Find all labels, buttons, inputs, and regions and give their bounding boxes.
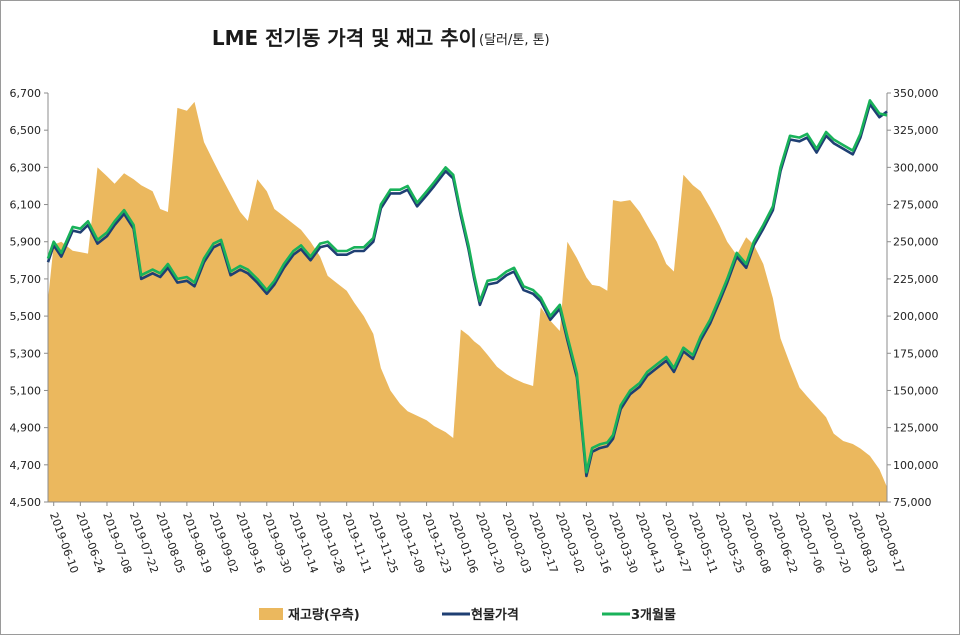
inventory-area xyxy=(48,101,887,503)
left-tick-label: 6,700 xyxy=(10,87,42,100)
left-tick-label: 6,500 xyxy=(10,124,42,137)
left-tick-label: 6,300 xyxy=(10,161,42,174)
right-tick-label: 325,000 xyxy=(893,124,939,137)
right-tick-label: 75,000 xyxy=(893,496,932,509)
left-tick-label: 5,500 xyxy=(10,310,42,323)
right-tick-label: 225,000 xyxy=(893,273,939,286)
legend-label: 3개월물 xyxy=(631,607,676,623)
legend-label: 재고량(우측) xyxy=(288,607,360,623)
chart-title: LME 전기동 가격 및 재고 추이 xyxy=(212,26,477,50)
legend-swatch-inventory xyxy=(259,608,283,620)
right-tick-label: 125,000 xyxy=(893,422,939,435)
right-tick-label: 275,000 xyxy=(893,199,939,212)
chart-subtitle: (달러/톤, 톤) xyxy=(479,33,550,48)
three-month-line xyxy=(46,99,888,474)
legend-label: 현물가격 xyxy=(471,607,519,623)
right-tick-label: 175,000 xyxy=(893,347,939,360)
left-tick-label: 5,300 xyxy=(10,347,42,360)
left-tick-label: 6,100 xyxy=(10,199,42,212)
right-tick-label: 250,000 xyxy=(893,236,939,249)
right-tick-label: 100,000 xyxy=(893,459,939,472)
left-tick-label: 4,700 xyxy=(10,459,42,472)
left-tick-label: 4,500 xyxy=(10,496,42,509)
right-tick-label: 200,000 xyxy=(893,310,939,323)
right-tick-label: 150,000 xyxy=(893,384,939,397)
legend: 재고량(우측) 현물가격 3개월물 xyxy=(259,607,676,623)
right-tick-label: 350,000 xyxy=(893,87,939,100)
plot-area: 4,500 4,700 4,900 5,100 5,300 5,500 5,700 5,900… xyxy=(10,87,939,575)
right-tick-label: 300,000 xyxy=(893,161,939,174)
left-tick-label: 4,900 xyxy=(10,422,42,435)
left-tick-label: 5,100 xyxy=(10,384,42,397)
left-tick-label: 5,900 xyxy=(10,236,42,249)
left-tick-label: 5,700 xyxy=(10,273,42,286)
